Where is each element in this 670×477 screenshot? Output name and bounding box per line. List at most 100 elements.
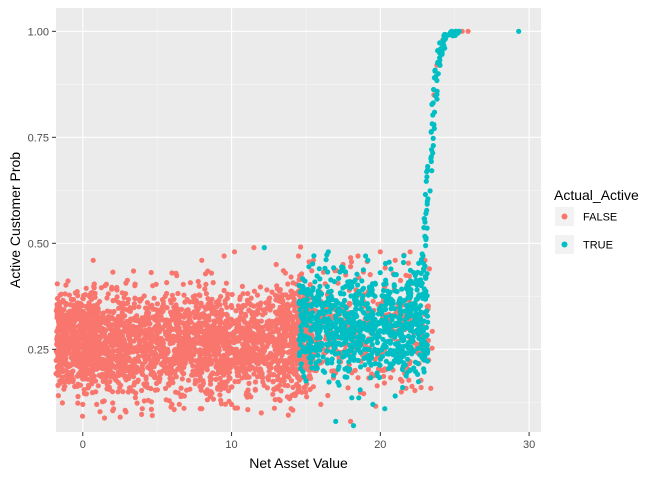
- point-false: [176, 315, 182, 321]
- point-false: [264, 287, 270, 293]
- point-false: [240, 291, 246, 297]
- point-false: [296, 377, 302, 383]
- point-false: [143, 381, 149, 387]
- point-true: [317, 335, 323, 341]
- point-true: [400, 363, 406, 369]
- point-false: [134, 349, 140, 355]
- point-false: [200, 380, 206, 386]
- point-true: [329, 360, 335, 366]
- point-true: [374, 340, 381, 346]
- point-false: [112, 339, 118, 345]
- point-false: [233, 365, 239, 371]
- point-false: [193, 370, 199, 376]
- point-false: [209, 335, 215, 341]
- point-false: [140, 361, 146, 367]
- point-false: [130, 372, 136, 378]
- point-true: [343, 311, 349, 317]
- point-false: [138, 296, 145, 302]
- point-false: [94, 351, 100, 357]
- point-false: [195, 328, 201, 334]
- point-false: [124, 364, 130, 370]
- point-false: [150, 283, 156, 289]
- point-false: [80, 401, 86, 407]
- point-false: [106, 371, 113, 377]
- point-false: [154, 332, 160, 338]
- point-true: [310, 301, 316, 307]
- point-false: [160, 298, 166, 304]
- point-false: [245, 387, 251, 393]
- point-true: [421, 286, 427, 292]
- point-false: [288, 327, 294, 333]
- point-true: [423, 243, 429, 249]
- point-false: [55, 393, 62, 399]
- point-false: [71, 345, 78, 351]
- point-true: [364, 316, 370, 322]
- point-true: [419, 324, 425, 330]
- point-true: [410, 338, 416, 344]
- point-false: [93, 325, 99, 331]
- point-false: [181, 393, 187, 399]
- point-false: [222, 346, 228, 352]
- point-false: [265, 341, 271, 347]
- point-false: [141, 398, 147, 404]
- point-false: [55, 328, 61, 334]
- point-false: [131, 360, 137, 366]
- point-false: [259, 339, 265, 346]
- point-true: [314, 341, 320, 347]
- point-true: [357, 349, 364, 355]
- point-false: [248, 295, 254, 301]
- point-false: [87, 316, 93, 322]
- point-false: [251, 245, 257, 251]
- point-false: [210, 371, 216, 377]
- point-false: [74, 330, 80, 337]
- point-true: [311, 253, 317, 259]
- y-tick-label: 0.25: [28, 344, 49, 356]
- point-true: [358, 326, 364, 332]
- point-false: [173, 270, 179, 276]
- point-false: [126, 385, 133, 391]
- point-false: [114, 317, 120, 323]
- point-true: [415, 379, 422, 385]
- point-false: [224, 378, 230, 384]
- point-false: [196, 348, 202, 354]
- point-true: [425, 163, 431, 170]
- point-false: [156, 322, 162, 328]
- point-false: [181, 405, 187, 411]
- point-false: [229, 401, 235, 407]
- point-true: [340, 301, 346, 307]
- point-true: [400, 259, 407, 266]
- point-true: [405, 287, 411, 293]
- point-false: [226, 374, 232, 380]
- point-true: [365, 337, 371, 344]
- point-false: [238, 325, 244, 331]
- point-false: [171, 361, 177, 367]
- point-false: [142, 317, 148, 323]
- point-false: [270, 303, 276, 309]
- point-false: [285, 281, 291, 287]
- point-false: [190, 294, 196, 300]
- point-false: [179, 356, 185, 362]
- point-false: [382, 265, 388, 271]
- point-false: [61, 379, 67, 385]
- point-false: [209, 309, 215, 315]
- point-false: [56, 313, 62, 319]
- point-false: [90, 359, 96, 365]
- point-true: [421, 318, 427, 324]
- point-true: [356, 395, 362, 401]
- point-true: [332, 313, 339, 320]
- point-false: [260, 307, 266, 313]
- point-true: [420, 347, 426, 353]
- x-tick-label: 0: [80, 439, 86, 451]
- point-true: [370, 327, 376, 334]
- point-false: [295, 253, 302, 259]
- point-false: [361, 391, 367, 397]
- point-true: [379, 319, 385, 325]
- point-false: [286, 360, 292, 366]
- point-true: [382, 260, 389, 267]
- point-false: [80, 308, 86, 314]
- point-true: [382, 406, 388, 412]
- point-true: [337, 320, 344, 326]
- point-false: [270, 329, 277, 335]
- point-false: [115, 380, 121, 386]
- point-false: [104, 381, 110, 388]
